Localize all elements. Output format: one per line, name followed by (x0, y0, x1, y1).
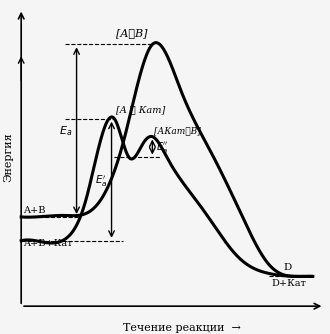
Text: A+B+Кат: A+B+Кат (23, 239, 72, 248)
Text: D: D (283, 263, 292, 272)
Text: $E_a$: $E_a$ (59, 124, 72, 138)
Text: A+B: A+B (23, 206, 45, 215)
Text: Энергия: Энергия (3, 133, 13, 182)
Text: [A⋯B]: [A⋯B] (116, 28, 148, 38)
Text: $E_a^{\prime\prime}$: $E_a^{\prime\prime}$ (156, 140, 168, 155)
Text: Течение реакции  →: Течение реакции → (122, 323, 241, 333)
Text: $E_a^{\prime}$: $E_a^{\prime}$ (95, 174, 107, 189)
Text: [АКат⋯B]: [АКат⋯B] (154, 126, 201, 135)
Text: D+Кат: D+Кат (272, 279, 307, 288)
Text: [A ⋯ Кат]: [A ⋯ Кат] (116, 105, 165, 114)
